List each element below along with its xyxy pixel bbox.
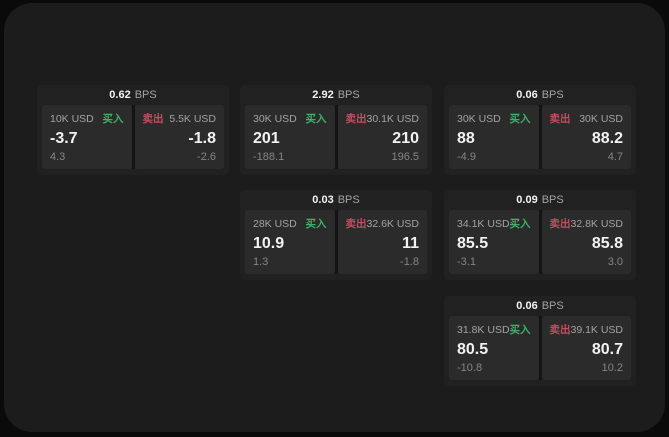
sell-price: 80.7	[591, 341, 623, 358]
buy-side-label: 买入	[305, 113, 327, 125]
buy-quote-tile[interactable]: 31.8K USD 买入 80.5 -10.8	[449, 316, 539, 380]
buy-notional: 30K USD	[457, 113, 501, 125]
sell-side-label: 卖出	[345, 113, 367, 125]
sell-delta: 196.5	[391, 151, 419, 163]
tile-divider	[131, 105, 135, 169]
pricing-card: 0.06 BPS 31.8K USD 买入 80.5 -10.8 卖出 39.1…	[444, 296, 636, 386]
tile-divider	[538, 210, 542, 274]
sell-notional: 32.6K USD	[366, 218, 420, 230]
sell-side-label: 卖出	[549, 113, 571, 125]
buy-price: 10.9	[253, 235, 285, 252]
buy-quote-tile[interactable]: 28K USD 买入 10.9 1.3	[245, 210, 335, 274]
bps-header: 0.09 BPS	[444, 190, 636, 210]
quote-tiles: 28K USD 买入 10.9 1.3 卖出 32.6K USD 11 -1.8	[245, 210, 427, 274]
tile-divider	[538, 105, 542, 169]
buy-notional: 30K USD	[253, 113, 297, 125]
bps-unit-label: BPS	[541, 300, 564, 312]
buy-notional: 31.8K USD	[457, 324, 510, 336]
sell-quote-tile[interactable]: 卖出 32.8K USD 85.8 3.0	[541, 210, 631, 274]
sell-price: 210	[392, 130, 419, 147]
buy-price: 85.5	[457, 235, 489, 252]
buy-delta: 4.3	[50, 151, 66, 163]
sell-notional: 32.8K USD	[570, 218, 624, 230]
sell-quote-tile[interactable]: 卖出 39.1K USD 80.7 10.2	[541, 316, 631, 380]
sell-price: 85.8	[591, 235, 623, 252]
bps-unit-label: BPS	[337, 194, 360, 206]
bps-unit-label: BPS	[541, 89, 564, 101]
buy-quote-tile[interactable]: 10K USD 买入 -3.7 4.3	[42, 105, 132, 169]
buy-price: -3.7	[50, 130, 78, 147]
app-panel: 0.62 BPS 10K USD 买入 -3.7 4.3 卖出 5.5K USD…	[4, 3, 665, 432]
buy-delta: -10.8	[457, 362, 483, 374]
sell-price: 11	[402, 235, 419, 252]
sell-quote-tile[interactable]: 卖出 30K USD 88.2 4.7	[541, 105, 631, 169]
buy-delta: -188.1	[253, 151, 285, 163]
sell-notional: 5.5K USD	[169, 113, 216, 125]
sell-delta: 4.7	[607, 151, 623, 163]
buy-delta: -3.1	[457, 256, 476, 268]
buy-price: 88	[457, 130, 475, 147]
sell-side-label: 卖出	[345, 218, 367, 230]
sell-price: 88.2	[591, 130, 623, 147]
pricing-card: 2.92 BPS 30K USD 买入 201 -188.1 卖出 30.1K …	[240, 85, 432, 175]
sell-delta: -1.8	[400, 256, 419, 268]
sell-delta: -2.6	[197, 151, 216, 163]
bps-unit-label: BPS	[541, 194, 564, 206]
buy-notional: 34.1K USD	[457, 218, 510, 230]
tile-divider	[334, 105, 338, 169]
buy-side-label: 买入	[509, 218, 531, 230]
sell-delta: 3.0	[607, 256, 623, 268]
quote-tiles: 31.8K USD 买入 80.5 -10.8 卖出 39.1K USD 80.…	[449, 316, 631, 380]
sell-quote-tile[interactable]: 卖出 5.5K USD -1.8 -2.6	[134, 105, 224, 169]
buy-side-label: 买入	[509, 324, 531, 336]
bps-header: 0.62 BPS	[37, 85, 229, 105]
buy-quote-tile[interactable]: 30K USD 买入 88 -4.9	[449, 105, 539, 169]
pricing-card: 0.62 BPS 10K USD 买入 -3.7 4.3 卖出 5.5K USD…	[37, 85, 229, 175]
bps-unit-label: BPS	[337, 89, 360, 101]
quote-tiles: 30K USD 买入 88 -4.9 卖出 30K USD 88.2 4.7	[449, 105, 631, 169]
sell-notional: 39.1K USD	[570, 324, 624, 336]
quote-tiles: 30K USD 买入 201 -188.1 卖出 30.1K USD 210 1…	[245, 105, 427, 169]
buy-side-label: 买入	[509, 113, 531, 125]
bps-header: 0.06 BPS	[444, 296, 636, 316]
sell-side-label: 卖出	[142, 113, 164, 125]
bps-header: 0.06 BPS	[444, 85, 636, 105]
buy-notional: 28K USD	[253, 218, 297, 230]
quote-tiles: 10K USD 买入 -3.7 4.3 卖出 5.5K USD -1.8 -2.…	[42, 105, 224, 169]
pricing-card: 0.09 BPS 34.1K USD 买入 85.5 -3.1 卖出 32.8K…	[444, 190, 636, 280]
bps-unit-label: BPS	[134, 89, 157, 101]
bps-value: 0.06	[516, 300, 538, 312]
bps-value: 0.62	[109, 89, 131, 101]
pricing-card: 0.06 BPS 30K USD 买入 88 -4.9 卖出 30K USD 8…	[444, 85, 636, 175]
buy-quote-tile[interactable]: 30K USD 买入 201 -188.1	[245, 105, 335, 169]
buy-quote-tile[interactable]: 34.1K USD 买入 85.5 -3.1	[449, 210, 539, 274]
sell-notional: 30.1K USD	[366, 113, 420, 125]
buy-side-label: 买入	[102, 113, 124, 125]
bps-value: 2.92	[312, 89, 334, 101]
sell-side-label: 卖出	[549, 218, 571, 230]
buy-price: 80.5	[457, 341, 489, 358]
bps-value: 0.09	[516, 194, 538, 206]
buy-delta: 1.3	[253, 256, 269, 268]
buy-side-label: 买入	[305, 218, 327, 230]
buy-price: 201	[253, 130, 280, 147]
tile-divider	[538, 316, 542, 380]
buy-notional: 10K USD	[50, 113, 94, 125]
quote-tiles: 34.1K USD 买入 85.5 -3.1 卖出 32.8K USD 85.8…	[449, 210, 631, 274]
sell-side-label: 卖出	[549, 324, 571, 336]
bps-value: 0.03	[312, 194, 334, 206]
buy-delta: -4.9	[457, 151, 476, 163]
bps-value: 0.06	[516, 89, 538, 101]
sell-price: -1.8	[188, 130, 216, 147]
bps-header: 2.92 BPS	[240, 85, 432, 105]
sell-notional: 30K USD	[579, 113, 623, 125]
bps-header: 0.03 BPS	[240, 190, 432, 210]
sell-quote-tile[interactable]: 卖出 32.6K USD 11 -1.8	[337, 210, 427, 274]
tile-divider	[334, 210, 338, 274]
pricing-card: 0.03 BPS 28K USD 买入 10.9 1.3 卖出 32.6K US…	[240, 190, 432, 280]
sell-delta: 10.2	[601, 362, 623, 374]
sell-quote-tile[interactable]: 卖出 30.1K USD 210 196.5	[337, 105, 427, 169]
